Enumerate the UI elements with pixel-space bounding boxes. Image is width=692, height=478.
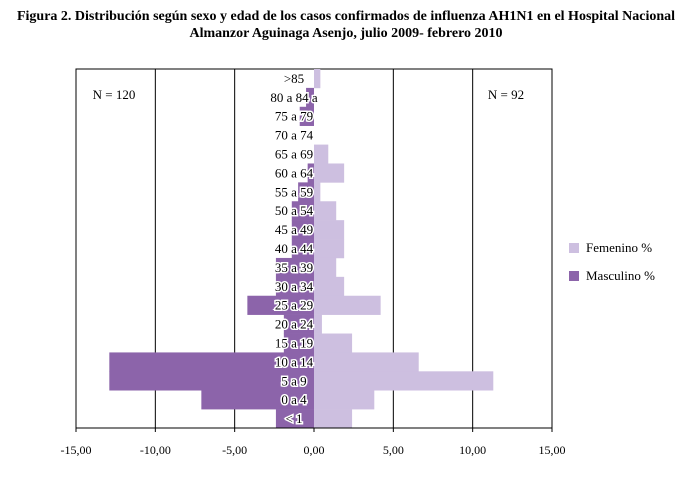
x-tick-label: 5,00 [383, 443, 404, 457]
category-label: 25 a 29 [275, 298, 313, 313]
category-labels: >85 80 a 84 a 75 a 79 70 a 74 65 a 69 60 a 64… [269, 69, 320, 427]
category-label: 70 a 74 [275, 128, 314, 143]
category-label: 35 a 39 [275, 260, 313, 275]
bar-femenino [314, 371, 494, 391]
x-tick-label: 10,00 [459, 443, 486, 457]
bar-masculino [299, 106, 314, 126]
annotations: N = 120 N = 92 [93, 87, 524, 102]
x-tick-label: -15,00 [61, 443, 92, 457]
category-label: >85 [284, 71, 304, 86]
x-axis-ticks: -15,00 -10,00 -5,00 0,00 5,00 10,00 15,00 [61, 428, 566, 457]
x-tick-label: 15,00 [539, 443, 566, 457]
bar-masculino [283, 314, 314, 334]
bar-masculino [283, 333, 314, 353]
legend-label-masculino: Masculino % [586, 268, 655, 283]
bar-masculino [291, 201, 314, 221]
bar-masculino [291, 220, 314, 240]
bar-masculino [291, 239, 314, 259]
x-tick-label: -5,00 [222, 443, 247, 457]
legend-swatch-masculino [569, 271, 579, 281]
category-label: 55 a 59 [275, 184, 313, 199]
category-label: 75 a 79 [275, 109, 313, 124]
category-label: 15 a 19 [275, 335, 313, 350]
category-label: < 1 [285, 411, 302, 426]
category-label: 80 a 84 a [270, 90, 318, 105]
legend-swatch-femenino [569, 243, 579, 253]
category-label: 5 a 9 [281, 373, 306, 388]
legend-item-femenino: Femenino % [569, 240, 652, 256]
chart-title: Figura 2. Distribución según sexo y edad… [0, 8, 692, 42]
bar-femenino [314, 182, 321, 202]
category-label: 40 a 44 [275, 241, 314, 256]
bar-femenino [314, 163, 345, 183]
bar-femenino [314, 239, 345, 259]
bar-femenino [314, 409, 353, 429]
bar-femenino [314, 276, 345, 297]
category-label: 0 a 4 [281, 392, 307, 407]
legend-item-masculino: Masculino % [569, 268, 655, 284]
bar-femenino [314, 144, 329, 164]
bar-femenino [314, 220, 345, 240]
annotation-n-right: N = 92 [488, 87, 524, 102]
x-tick-label: -10,00 [140, 443, 171, 457]
bar-masculino [275, 276, 314, 297]
bar-femenino [314, 295, 381, 315]
bar-masculino [109, 352, 314, 372]
bar-masculino [275, 257, 314, 278]
legend-label-femenino: Femenino % [586, 240, 653, 255]
bar-masculino [306, 87, 314, 108]
chart-title-line2: Almanzor Aguinaga Asenjo, julio 2009- fe… [189, 26, 503, 41]
category-label: 65 a 69 [275, 147, 313, 162]
bar-femenino [314, 69, 321, 89]
bar-masculino [247, 295, 314, 315]
bar-femenino [314, 352, 419, 372]
bar-masculino [275, 409, 314, 429]
annotation-n-left: N = 120 [93, 87, 136, 102]
bar-femenino [314, 314, 322, 334]
category-label: 10 a 14 [275, 354, 314, 369]
bar-femenino [314, 201, 337, 221]
bar-femenino [314, 257, 337, 278]
x-tick-label: 0,00 [304, 443, 325, 457]
bar-masculino [298, 182, 314, 202]
bar-femenino [314, 333, 353, 353]
category-label: 30 a 34 [275, 279, 314, 294]
bar-masculino [109, 371, 314, 391]
bar-masculino [307, 163, 314, 183]
bar-masculino [201, 390, 314, 410]
category-label: 45 a 49 [275, 222, 313, 237]
bar-femenino [314, 390, 375, 410]
bars [109, 69, 494, 429]
category-label: 60 a 64 [275, 165, 314, 180]
category-label: 50 a 54 [275, 203, 314, 218]
chart-title-line1: Figura 2. Distribución según sexo y edad… [16, 9, 676, 24]
category-label: 20 a 24 [275, 317, 314, 332]
